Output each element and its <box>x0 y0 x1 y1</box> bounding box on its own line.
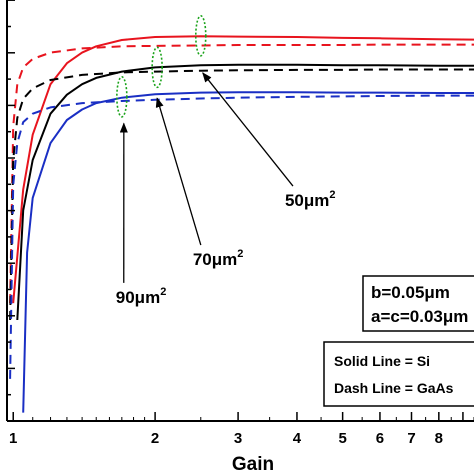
annotation-arrow-1 <box>202 72 294 187</box>
series-blue-dash-line <box>9 94 474 379</box>
series-black-solid-line <box>16 63 474 321</box>
area-annotations: 50μm2 70μm2 90μm2 <box>116 72 336 307</box>
y-axis-ticks <box>7 0 15 422</box>
x-tick-label-2: 2 <box>151 430 159 447</box>
legend-dash-line: Dash Line = GaAs <box>334 380 454 396</box>
legend-box: Solid Line = Si Dash Line = GaAs <box>323 341 474 407</box>
parameter-box-frame <box>362 275 474 332</box>
x-tick-label-7: 7 <box>407 430 415 447</box>
series-red-dash-line <box>9 43 474 304</box>
group-ellipse-1 <box>194 14 207 57</box>
annotation-arrow-2 <box>155 97 202 246</box>
legend-box-frame <box>323 341 474 407</box>
x-axis-ticks <box>12 412 474 421</box>
x-tick-label-3: 3 <box>234 430 242 447</box>
grouping-ellipses <box>116 14 207 118</box>
x-tick-label-4: 4 <box>293 430 302 447</box>
axes <box>6 0 474 422</box>
x-tick-labels: 1 2 3 4 5 6 7 8 <box>9 430 443 447</box>
legend-solid-line: Solid Line = Si <box>334 353 430 369</box>
annotation-label-1: 50μm2 <box>285 189 336 210</box>
group-ellipse-3 <box>116 76 128 118</box>
x-tick-label-6: 6 <box>376 430 384 447</box>
annotation-label-3: 90μm2 <box>116 286 167 307</box>
series-black-dash-line <box>9 68 474 321</box>
x-tick-label-1: 1 <box>9 430 17 447</box>
annotation-label-2: 70μm2 <box>193 248 244 269</box>
x-tick-label-8: 8 <box>435 430 443 447</box>
series-blue-solid-line <box>22 91 474 413</box>
series-layer <box>9 35 474 413</box>
group-ellipse-2 <box>151 46 163 89</box>
series-red-solid-line <box>12 35 474 304</box>
parameter-box: b=0.05μm a=c=0.03μm <box>362 275 474 332</box>
parameter-line-2: a=c=0.03μm <box>371 307 468 326</box>
x-tick-label-5: 5 <box>338 430 346 447</box>
parameter-line-1: b=0.05μm <box>371 283 450 302</box>
x-axis-title: Gain <box>232 454 274 474</box>
